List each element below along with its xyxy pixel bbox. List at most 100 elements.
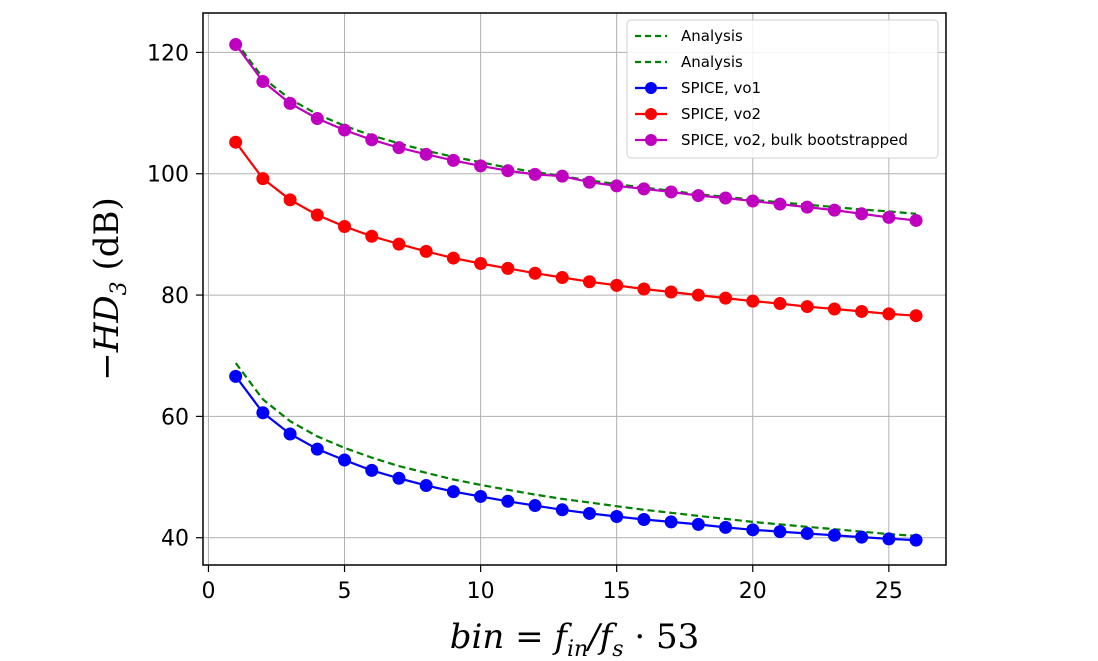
legend-label: SPICE, vo2, bulk bootstrapped: [681, 131, 908, 149]
series-3: [229, 135, 923, 323]
data-point: [909, 533, 923, 547]
data-point: [392, 141, 406, 155]
data-point: [882, 210, 896, 224]
legend-entry: SPICE, vo2: [635, 105, 761, 123]
data-point: [637, 182, 651, 196]
data-point: [719, 291, 733, 305]
data-point: [474, 257, 488, 271]
data-point: [338, 453, 352, 467]
series-line: [234, 141, 917, 317]
data-point: [555, 503, 569, 517]
data-point: [256, 75, 270, 89]
series-2: [229, 369, 923, 547]
data-point: [229, 369, 243, 383]
data-point: [855, 207, 869, 221]
data-point: [637, 282, 651, 296]
data-point: [229, 135, 243, 149]
data-point: [310, 112, 324, 126]
data-point: [446, 485, 460, 499]
data-point: [392, 471, 406, 485]
x-tick-label: 25: [875, 579, 903, 604]
data-point: [446, 251, 460, 265]
data-point: [338, 220, 352, 234]
data-point: [610, 179, 624, 193]
data-point: [365, 463, 379, 477]
legend-entry: Analysis: [635, 53, 743, 71]
data-point: [555, 270, 569, 284]
legend-swatch-marker: [645, 82, 657, 94]
series-line: [234, 375, 917, 542]
y-tick-label: 120: [147, 41, 189, 66]
y-axis-label: −HD3 (dB): [87, 197, 132, 381]
x-tick-label: 5: [338, 579, 352, 604]
data-point: [365, 229, 379, 243]
data-point: [310, 208, 324, 222]
data-point: [365, 133, 379, 147]
data-point: [827, 528, 841, 542]
data-point: [392, 237, 406, 251]
data-point: [691, 288, 705, 302]
series-layer: [229, 38, 923, 547]
legend-entry: Analysis: [635, 27, 743, 45]
data-point: [719, 520, 733, 534]
legend-swatch-marker: [645, 134, 657, 146]
data-point: [610, 509, 624, 523]
legend-box: [626, 19, 939, 159]
data-point: [691, 517, 705, 531]
data-point: [827, 302, 841, 316]
data-point: [746, 523, 760, 537]
data-point: [691, 189, 705, 203]
x-tick-label: 15: [603, 579, 631, 604]
series-1: [234, 362, 917, 537]
data-point: [229, 38, 243, 52]
data-point: [256, 172, 270, 186]
data-point: [582, 275, 596, 289]
legend-swatch-marker: [645, 108, 657, 120]
y-tick-label: 40: [161, 527, 189, 552]
data-point: [800, 200, 814, 214]
data-point: [882, 307, 896, 321]
data-point: [664, 285, 678, 299]
data-point: [283, 96, 297, 110]
y-tick-label: 100: [147, 163, 189, 188]
series-4: [229, 38, 923, 227]
x-tick-label: 20: [739, 579, 767, 604]
data-point: [773, 197, 787, 211]
data-point: [501, 261, 515, 275]
data-point: [474, 489, 488, 503]
data-point: [800, 300, 814, 314]
data-point: [909, 213, 923, 227]
data-point: [528, 167, 542, 181]
data-point: [419, 244, 433, 258]
data-point: [664, 515, 678, 529]
data-point: [501, 494, 515, 508]
data-point: [746, 194, 760, 208]
axis-ticks: 0 5 10 15 20 25 40 60 80 100 120: [147, 41, 903, 604]
data-point: [419, 479, 433, 493]
data-point: [446, 153, 460, 167]
legend: Analysis Analysis SPICE, vo1 SPICE, vo2 SPIC…: [626, 19, 939, 159]
data-point: [719, 191, 733, 205]
legend-label: Analysis: [681, 53, 743, 71]
legend-label: SPICE, vo2: [681, 105, 761, 123]
data-point: [555, 169, 569, 183]
data-point: [528, 499, 542, 513]
x-tick-label: 10: [467, 579, 495, 604]
x-tick-label: 0: [201, 579, 215, 604]
data-point: [338, 123, 352, 137]
data-point: [474, 159, 488, 173]
data-point: [855, 530, 869, 544]
data-point: [310, 442, 324, 456]
data-point: [746, 294, 760, 308]
data-point: [909, 309, 923, 323]
data-point: [419, 147, 433, 161]
data-point: [773, 525, 787, 539]
legend-entry: SPICE, vo1: [635, 79, 761, 97]
data-point: [582, 175, 596, 189]
data-point: [501, 164, 515, 178]
data-point: [256, 406, 270, 420]
data-point: [882, 532, 896, 546]
legend-label: Analysis: [681, 27, 743, 45]
series-line: [234, 362, 917, 537]
